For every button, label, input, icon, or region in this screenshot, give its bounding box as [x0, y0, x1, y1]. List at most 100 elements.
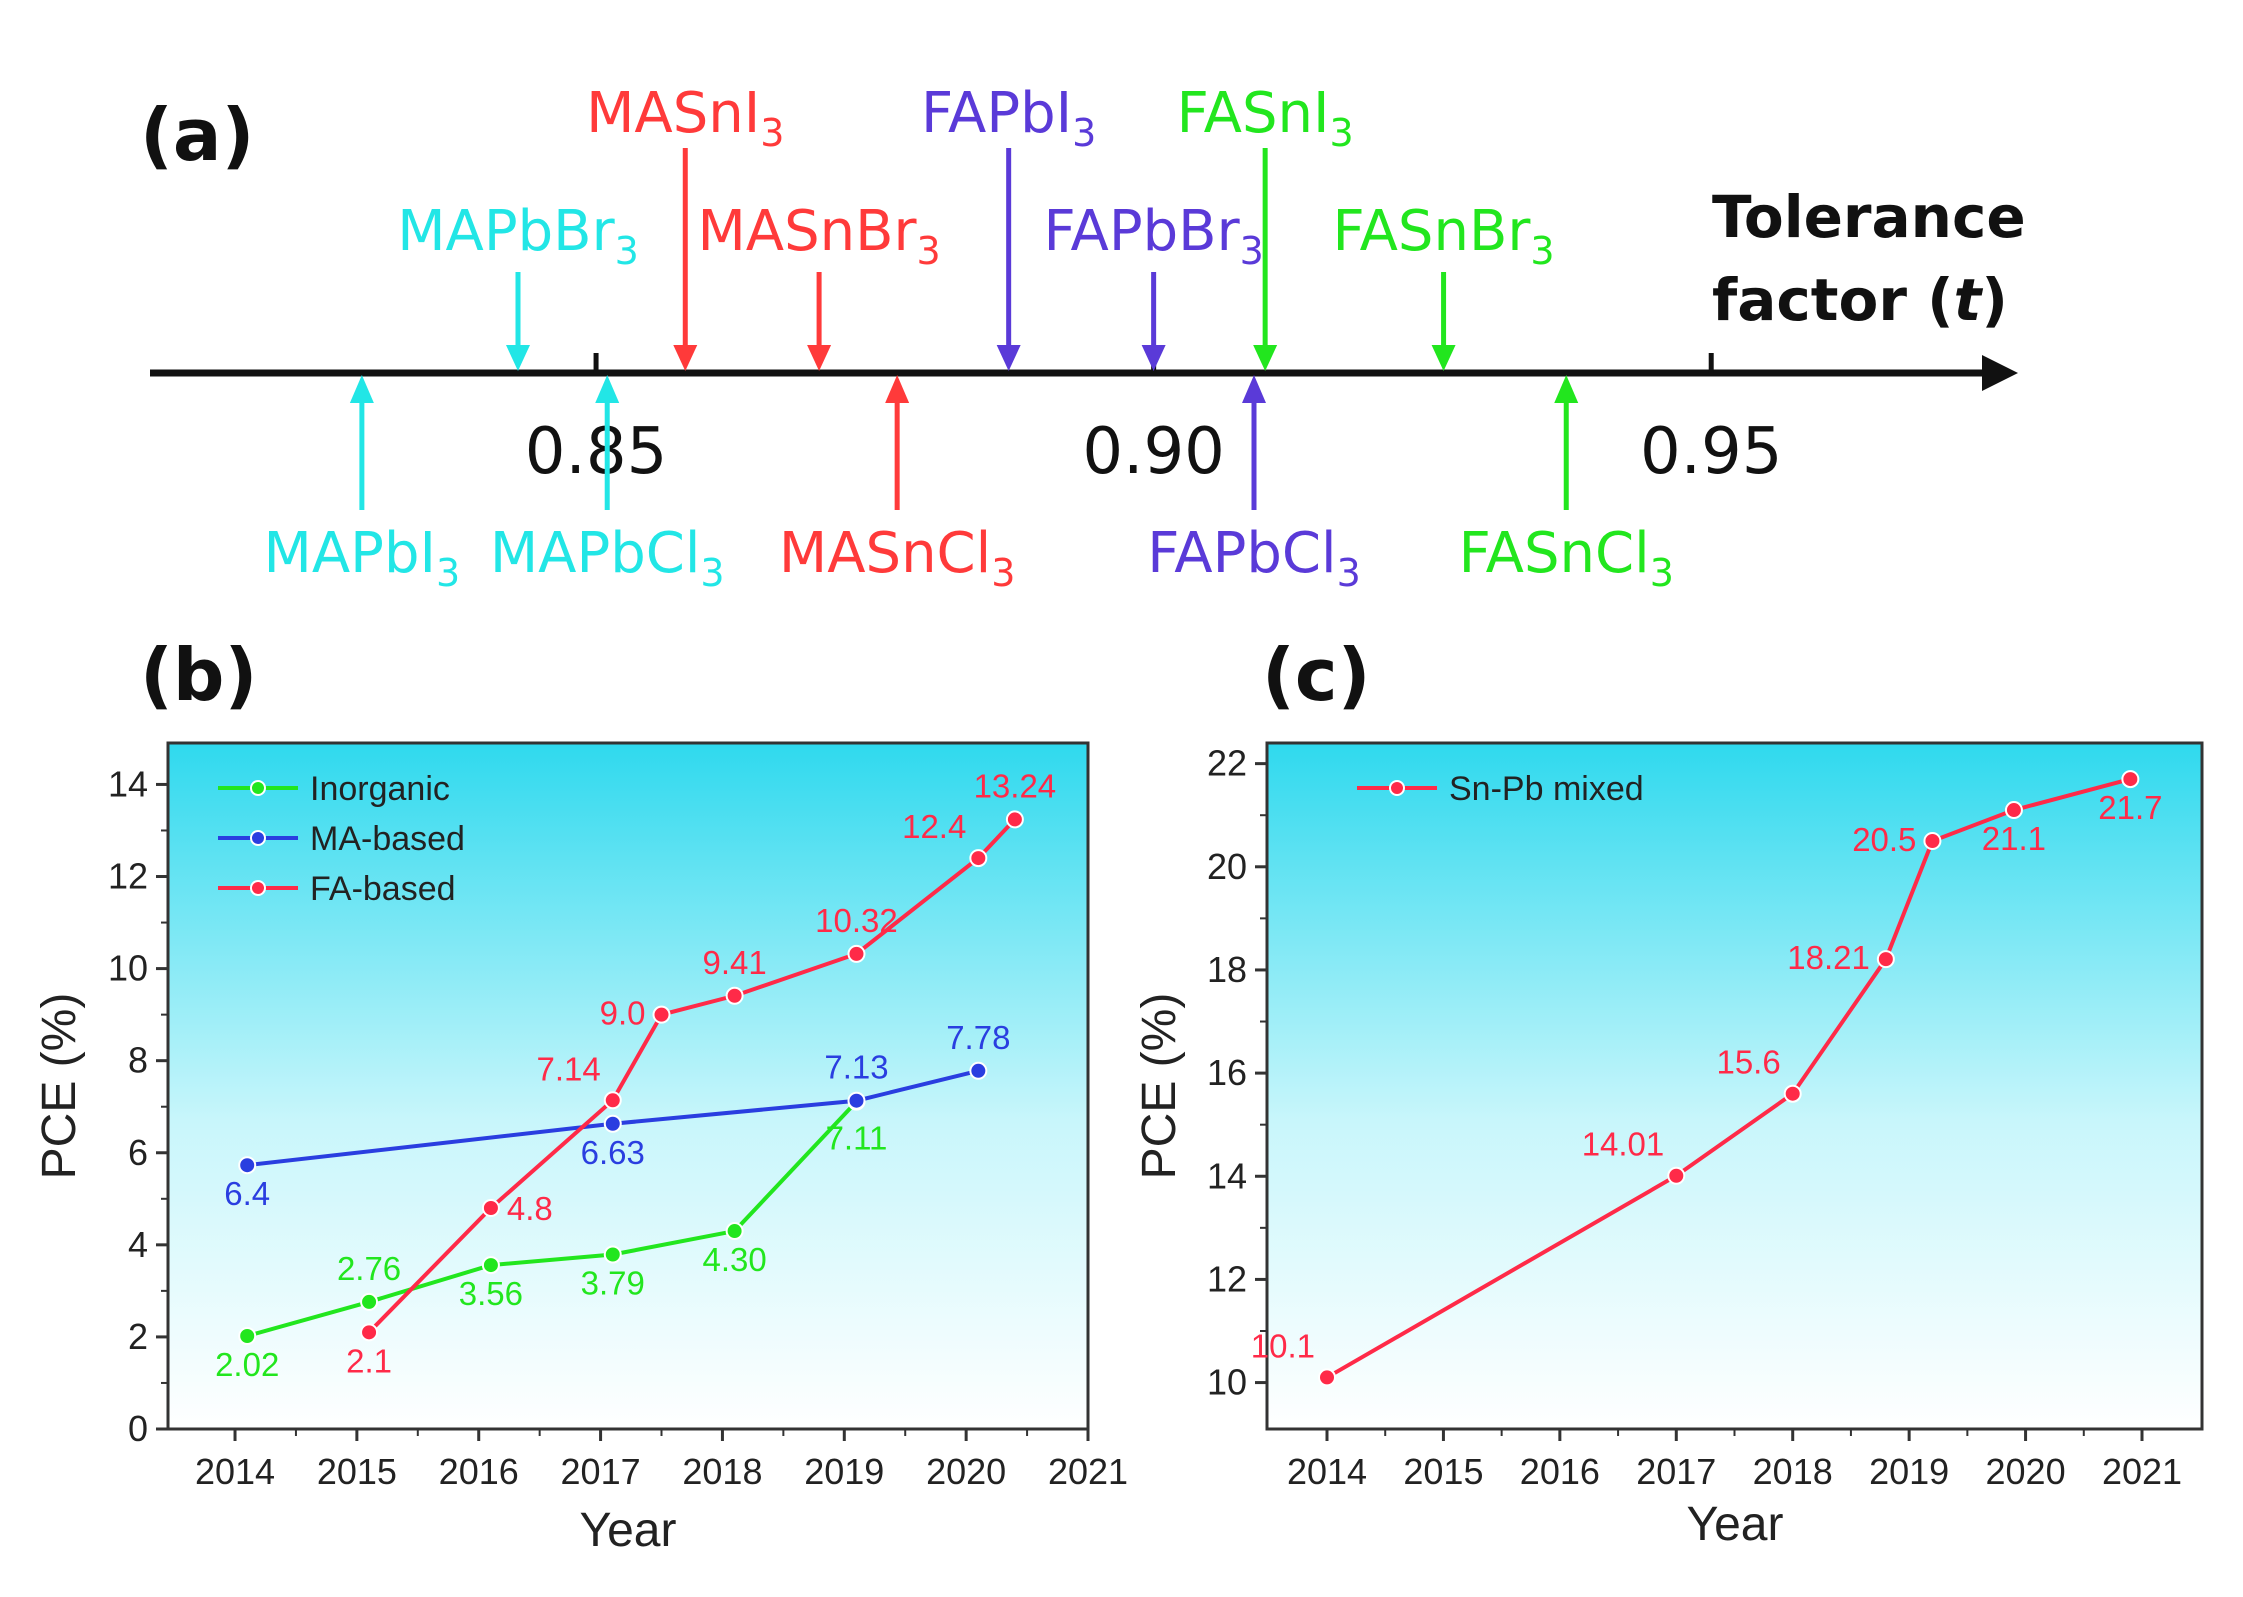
material-arrowhead — [595, 375, 620, 403]
data-label-fa-based: 9.0 — [600, 995, 646, 1032]
legend-entry-fa-based: FA-based — [218, 870, 456, 908]
y-tick-label-12: 12 — [1207, 1258, 1247, 1299]
panel-a-tolerance-axis: (a) Tolerance factor (t) 0.85 0.90 0.95 MA… — [140, 81, 2026, 595]
material-arrowhead — [1431, 345, 1456, 371]
data-label-sn-pb-mixed: 15.6 — [1716, 1044, 1780, 1081]
panel-a-label: (a) — [140, 93, 254, 177]
y-tick-label-10: 10 — [108, 948, 148, 989]
tolerance-axis-arrowhead — [1982, 355, 2018, 391]
panel-c-x-axis-title: Year — [1687, 1498, 1784, 1551]
data-label-sn-pb-mixed: 21.7 — [2098, 789, 2162, 826]
data-label-sn-pb-mixed: 14.01 — [1582, 1126, 1665, 1163]
legend-label: Sn-Pb mixed — [1449, 770, 1644, 808]
material-masncl3: MASnCl3 — [779, 375, 1016, 595]
data-label-fa-based: 13.24 — [974, 767, 1057, 804]
legend-marker — [1389, 780, 1405, 796]
data-label-ma-based: 7.13 — [824, 1049, 888, 1086]
data-point-fa-based — [847, 944, 866, 963]
data-label-fa-based: 7.14 — [537, 1050, 601, 1087]
data-label-inorganic: 3.79 — [581, 1265, 645, 1302]
material-label: FASnI3 — [1177, 81, 1354, 155]
material-arrowhead — [1141, 345, 1166, 371]
y-tick-label-18: 18 — [1207, 949, 1247, 990]
x-tick-label-2020: 2020 — [1986, 1451, 2066, 1492]
material-mapbbr3: MAPbBr3 — [397, 199, 639, 371]
x-tick-label-2018: 2018 — [1753, 1451, 1833, 1492]
x-tick-label-2017: 2017 — [561, 1451, 641, 1492]
data-point-ma-based — [969, 1061, 988, 1080]
data-point-inorganic — [360, 1292, 379, 1311]
series-fa-based: 2.1 4.8 7.14 9.0 9.41 10.32 12.413.24 — [346, 767, 1056, 1379]
x-tick-label-2016: 2016 — [439, 1451, 519, 1492]
legend-label: FA-based — [310, 870, 456, 908]
material-fapbbr3: FAPbBr3 — [1043, 199, 1264, 371]
panel-c-chart: (c) 10 12 14 16 18 20 22 2014 2015 2016 2017 2018 20… — [1133, 633, 2204, 1551]
legend-entry-inorganic: Inorganic — [218, 770, 450, 808]
data-label-sn-pb-mixed: 10.1 — [1251, 1327, 1315, 1364]
data-label-sn-pb-mixed: 18.21 — [1787, 939, 1870, 976]
panel-c-plot-area — [1265, 741, 2204, 1431]
material-label: FAPbCl3 — [1147, 521, 1361, 595]
data-label-ma-based: 7.78 — [946, 1019, 1010, 1056]
data-label-fa-based: 2.1 — [346, 1342, 392, 1379]
data-point-sn-pb-mixed — [2004, 801, 2023, 820]
x-tick-label-2014: 2014 — [1287, 1451, 1367, 1492]
material-label: FASnCl3 — [1459, 521, 1674, 595]
material-label: FAPbI3 — [921, 81, 1096, 155]
series-sn-pb-mixed: 10.1 14.01 15.6 18.21 20.5 21.1 21.7 — [1251, 770, 2162, 1387]
data-point-fa-based — [481, 1199, 500, 1218]
material-arrowhead — [1242, 375, 1266, 403]
material-arrowhead — [885, 375, 910, 403]
x-tick-label-2018: 2018 — [682, 1451, 762, 1492]
panel-b-legend: Inorganic MA-based FA-based — [218, 770, 465, 908]
data-point-fa-based — [1005, 810, 1024, 829]
data-point-fa-based — [603, 1091, 622, 1110]
material-label: MAPbCl3 — [490, 521, 725, 595]
material-arrowhead — [996, 345, 1021, 371]
material-arrowhead — [506, 345, 530, 371]
tolerance-title-line1: Tolerance — [1712, 183, 2026, 251]
y-tick-label-4: 4 — [128, 1224, 148, 1265]
tolerance-tick-label-0-90: 0.90 — [1082, 415, 1225, 489]
data-label-inorganic: 2.02 — [215, 1346, 279, 1383]
data-label-fa-based: 9.41 — [703, 944, 767, 981]
x-tick-label-2015: 2015 — [1403, 1451, 1483, 1492]
data-point-sn-pb-mixed — [1783, 1084, 1802, 1103]
y-tick-label-6: 6 — [128, 1132, 148, 1173]
y-tick-label-14: 14 — [1207, 1155, 1247, 1196]
material-label: MASnCl3 — [779, 521, 1016, 595]
data-point-ma-based — [238, 1156, 257, 1175]
tolerance-title-line2: factor (t) — [1712, 266, 2008, 334]
data-label-fa-based: 10.32 — [815, 902, 898, 939]
data-label-inorganic: 4.30 — [703, 1241, 767, 1278]
material-fasnbr3: FASnBr3 — [1333, 199, 1555, 371]
material-arrowhead — [1554, 375, 1579, 403]
y-tick-label-16: 16 — [1207, 1052, 1247, 1093]
data-point-sn-pb-mixed — [1667, 1166, 1686, 1185]
data-point-sn-pb-mixed — [1876, 950, 1895, 969]
panel-c-legend: Sn-Pb mixed — [1357, 770, 1644, 808]
material-arrowhead — [1253, 345, 1278, 371]
legend-label: MA-based — [310, 820, 465, 858]
panel-b-label: (b) — [140, 633, 257, 717]
data-label-ma-based: 6.4 — [224, 1175, 270, 1212]
legend-marker — [250, 880, 266, 896]
legend-entry-sn-pb-mixed: Sn-Pb mixed — [1357, 770, 1644, 808]
data-label-inorganic: 7.11 — [826, 1120, 888, 1157]
data-label-inorganic: 2.76 — [337, 1250, 401, 1287]
y-tick-label-2: 2 — [128, 1316, 148, 1357]
data-point-sn-pb-mixed — [1923, 832, 1942, 850]
data-label-sn-pb-mixed: 20.5 — [1852, 821, 1916, 858]
material-label: FASnBr3 — [1333, 199, 1555, 273]
data-point-ma-based — [847, 1091, 866, 1110]
material-fapbcl3: FAPbCl3 — [1147, 375, 1361, 595]
material-masni3: MASnI3 — [586, 81, 784, 371]
x-tick-label-2015: 2015 — [317, 1451, 397, 1492]
x-tick-label-2021: 2021 — [2102, 1451, 2182, 1492]
data-point-inorganic — [481, 1256, 500, 1275]
data-point-inorganic — [238, 1326, 257, 1345]
panel-b-chart: (b) 0 2 4 6 8 10 12 14 2014 2015 2016 2017 2018 2019 2… — [33, 633, 1128, 1557]
data-point-ma-based — [603, 1114, 622, 1133]
panel-c-y-axis-title: PCE (%) — [1133, 993, 1186, 1180]
